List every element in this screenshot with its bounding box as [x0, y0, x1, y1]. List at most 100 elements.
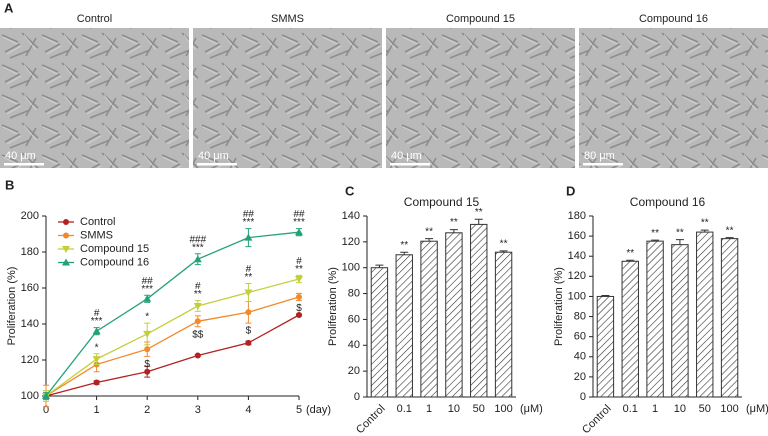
y-tick-label: 40 — [348, 339, 360, 351]
error-bar — [474, 218, 483, 225]
micrograph — [0, 28, 189, 168]
x-tick-label: 5 — [296, 404, 302, 416]
micrograph — [579, 28, 768, 168]
significance: ** — [500, 239, 508, 250]
y-tick-label: 180 — [568, 210, 586, 222]
marker — [144, 368, 151, 375]
significance: ## — [243, 209, 255, 220]
image-title: Compound 15 — [446, 13, 515, 25]
y-tick-label: 60 — [574, 331, 586, 343]
y-tick-label: 120 — [568, 270, 586, 282]
bar — [445, 232, 463, 398]
y-tick-label: 140 — [21, 318, 39, 330]
marker — [296, 312, 302, 318]
error-bar — [700, 229, 709, 233]
significance: $ — [144, 359, 150, 370]
bar — [621, 260, 639, 398]
error-bar — [499, 250, 508, 253]
bar — [696, 231, 714, 398]
significance: $ — [246, 326, 252, 337]
x-tick-label: 0.1 — [623, 403, 638, 415]
legend-label: Compound 16 — [80, 256, 149, 268]
bar — [494, 251, 513, 398]
y-tick-label: 180 — [21, 246, 39, 258]
y-tick-label: 120 — [342, 236, 360, 248]
significance: ** — [701, 218, 709, 229]
scale-bar — [390, 163, 430, 166]
marker — [244, 289, 253, 297]
error-bar — [725, 237, 734, 239]
significance: ** — [400, 240, 408, 251]
scale-bar-label: 40 μm — [391, 150, 422, 162]
panel-label: B — [5, 177, 14, 192]
error-bar — [375, 264, 384, 268]
significance: * — [95, 342, 99, 353]
marker — [92, 327, 101, 335]
scale-bar-label: 40 μm — [198, 150, 229, 162]
y-tick-label: 80 — [574, 310, 586, 322]
scale-bar-label: 40 μm — [5, 150, 36, 162]
y-tick-label: 100 — [21, 390, 39, 402]
legend-label: Control — [80, 216, 115, 228]
y-axis-label: Proliferation (%) — [327, 267, 339, 346]
error-bar — [626, 259, 635, 262]
significance: *** — [141, 284, 153, 295]
x-tick-label: 50 — [473, 403, 485, 415]
panel-label: C — [345, 183, 355, 198]
marker — [244, 233, 253, 241]
significance: *** — [192, 242, 204, 253]
error-bar — [425, 238, 434, 242]
y-tick-label: 160 — [568, 230, 586, 242]
x-tick-label: 10 — [674, 403, 686, 415]
significance: *** — [243, 217, 255, 228]
micrograph — [193, 28, 382, 168]
bar — [596, 295, 615, 398]
marker — [245, 309, 252, 316]
x-tick-label: 100 — [720, 403, 738, 415]
significance: ** — [726, 225, 734, 236]
marker — [143, 330, 152, 338]
marker — [194, 318, 201, 325]
y-axis-label: Proliferation (%) — [6, 267, 18, 346]
image-title: Control — [77, 13, 112, 25]
y-tick-label: 100 — [568, 290, 586, 302]
error-bar — [449, 229, 458, 233]
error-bar — [675, 239, 684, 245]
y-tick-label: 100 — [342, 262, 360, 274]
significance: ** — [450, 217, 458, 228]
bar — [671, 244, 689, 398]
chart-title: Compound 15 — [404, 195, 480, 209]
significance: ** — [194, 289, 202, 300]
bar — [395, 254, 413, 398]
marker — [144, 346, 151, 353]
marker — [92, 356, 101, 364]
significance: # — [195, 281, 201, 292]
x-tick-label: 0.1 — [397, 403, 412, 415]
bar — [646, 240, 664, 398]
x-tick-label: 50 — [699, 403, 711, 415]
x-tick-label: Control — [580, 403, 614, 436]
marker — [42, 392, 50, 399]
significance: ** — [245, 272, 253, 283]
series-line — [45, 296, 300, 397]
x-unit: (μM) — [520, 403, 543, 415]
series-line — [45, 231, 300, 397]
y-tick-label: 120 — [21, 354, 39, 366]
y-tick-label: 0 — [354, 391, 360, 403]
significance: ** — [295, 264, 303, 275]
significance: ** — [475, 207, 483, 218]
significance: *** — [293, 217, 305, 228]
significance: # — [94, 308, 100, 319]
x-tick-label: 1 — [652, 403, 658, 415]
significance: *** — [91, 316, 103, 327]
y-tick-label: 20 — [348, 365, 360, 377]
scale-bar-label: 80 μm — [584, 150, 615, 162]
marker — [193, 255, 202, 263]
scale-bar — [583, 163, 623, 166]
legend-marker — [63, 232, 69, 239]
x-tick-label: Control — [354, 403, 388, 436]
x-tick-label: 100 — [494, 403, 512, 415]
image-title: SMMS — [271, 13, 304, 25]
